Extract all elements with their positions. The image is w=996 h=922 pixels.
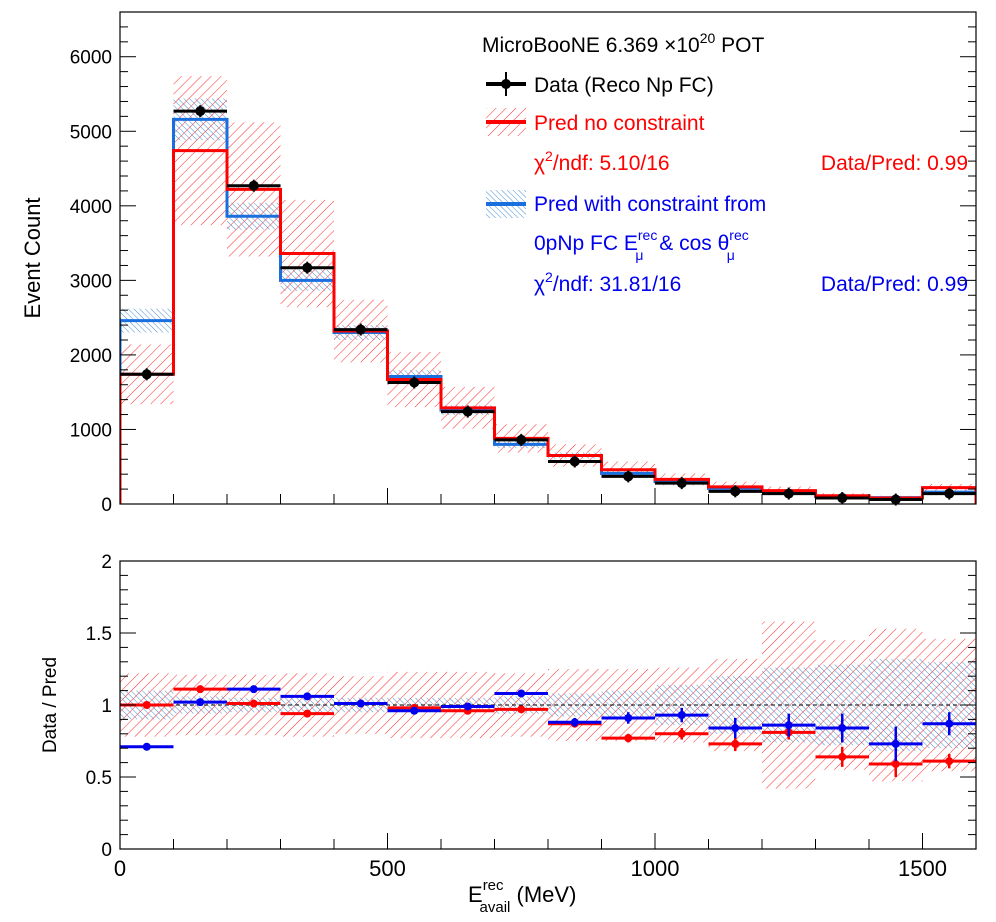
x-tick-label: 0 bbox=[114, 856, 126, 881]
data-point bbox=[623, 471, 634, 482]
top-y-tick-label: 0 bbox=[101, 495, 112, 516]
data-point bbox=[409, 377, 420, 388]
bottom-y-tick-label: 2 bbox=[101, 552, 112, 573]
bottom-y-tick-label: 0.5 bbox=[86, 768, 112, 789]
ratio-nc-point bbox=[142, 701, 151, 709]
data-point bbox=[516, 434, 527, 445]
data-point bbox=[676, 478, 687, 489]
ratio-nc-point bbox=[624, 734, 633, 743]
bottom-y-tick-label: 1 bbox=[101, 696, 112, 717]
ratio-c-point bbox=[570, 718, 579, 727]
top-y-tick-label: 5000 bbox=[70, 122, 112, 143]
ratio-c-point bbox=[838, 724, 847, 733]
data-point bbox=[195, 106, 206, 117]
legend-pred-c-marker bbox=[486, 190, 526, 218]
data-point bbox=[569, 456, 580, 467]
data-point bbox=[730, 486, 741, 497]
ratio-c-point bbox=[196, 698, 205, 707]
legend-c-ratio: Data/Pred: 0.99 bbox=[821, 273, 968, 296]
ratio-nc-point bbox=[945, 757, 954, 766]
ratio-c-point bbox=[891, 739, 900, 748]
legend-c-chi2: χ2/ndf: 31.81/16 bbox=[534, 269, 681, 296]
data-point bbox=[890, 494, 901, 505]
legend-pred-c-label: Pred with constraint from bbox=[534, 193, 766, 216]
ratio-nc-point bbox=[677, 729, 686, 738]
bottom-y-axis-title: Data / Pred bbox=[40, 657, 61, 753]
ratio-nc-point bbox=[838, 752, 847, 761]
top-panel: 0 1000 2000 3000 4000 5000 6000 Event Count Mi… bbox=[20, 11, 977, 516]
x-tick-label: 1500 bbox=[898, 856, 947, 881]
top-y-tick-label: 6000 bbox=[70, 48, 112, 69]
ratio-nc-point bbox=[517, 705, 526, 714]
ratio-c-point bbox=[142, 742, 151, 751]
legend-data-label: Data (Reco Np FC) bbox=[534, 74, 714, 97]
ratio-c-point bbox=[410, 706, 419, 715]
top-y-tick-label: 4000 bbox=[70, 197, 112, 218]
ratio-c-uncertainty-band bbox=[280, 697, 334, 713]
data-point bbox=[944, 488, 955, 499]
legend-pred-nc-marker bbox=[486, 108, 526, 136]
legend-pred-nc-label: Pred no constraint bbox=[534, 112, 705, 135]
legend-nc-chi2: χ2/ndf: 5.10/16 bbox=[534, 148, 670, 175]
ratio-c-point bbox=[945, 719, 954, 728]
ratio-nc-point bbox=[891, 760, 900, 769]
top-y-tick-label: 2000 bbox=[70, 346, 112, 367]
ratio-c-uncertainty-band bbox=[548, 693, 602, 717]
top-y-axis-title: Event Count bbox=[20, 197, 45, 318]
data-point bbox=[302, 262, 313, 273]
ratio-c-point bbox=[624, 713, 633, 722]
bottom-panel: 0 0.5 1 1.5 2 0 500 1000 1500 Data / Pred Erec av… bbox=[40, 552, 977, 916]
ratio-c-point bbox=[249, 685, 258, 694]
ratio-c-point bbox=[677, 711, 686, 720]
ratio-nc-point bbox=[303, 709, 312, 718]
x-tick-label: 1000 bbox=[631, 856, 680, 881]
data-point bbox=[355, 324, 366, 335]
legend-header: MicroBooNE 6.369 ×1020 POT bbox=[482, 30, 764, 57]
x-axis-title: Erec avail (MeV) bbox=[468, 877, 576, 916]
data-point bbox=[248, 180, 259, 191]
data-point bbox=[462, 406, 473, 417]
legend-c-line2: 0pNp FC Erec μ & cos θrec μ bbox=[534, 227, 749, 263]
legend-nc-ratio: Data/Pred: 0.99 bbox=[821, 152, 968, 175]
data-point bbox=[141, 369, 152, 380]
data-point bbox=[837, 493, 848, 504]
legend: MicroBooNE 6.369 ×1020 POT Data (Reco Np… bbox=[482, 30, 968, 296]
bottom-y-tick-label: 0 bbox=[101, 840, 112, 861]
ratio-c-point bbox=[731, 724, 740, 733]
legend-data-marker bbox=[486, 72, 526, 96]
bottom-y-tick-label: 1.5 bbox=[86, 624, 112, 645]
top-y-tick-label: 1000 bbox=[70, 420, 112, 441]
x-tick-label: 500 bbox=[369, 856, 406, 881]
data-point bbox=[783, 488, 794, 499]
ratio-nc-point bbox=[196, 685, 205, 694]
ratio-c-point bbox=[517, 689, 526, 698]
ratio-c-point bbox=[463, 702, 472, 711]
ratio-nc-point bbox=[731, 739, 740, 748]
ratio-c-point bbox=[356, 699, 365, 708]
ratio-c-point bbox=[784, 721, 793, 730]
top-y-tick-label: 3000 bbox=[70, 271, 112, 292]
ratio-c-point bbox=[303, 692, 312, 701]
ratio-nc-point bbox=[249, 699, 258, 708]
